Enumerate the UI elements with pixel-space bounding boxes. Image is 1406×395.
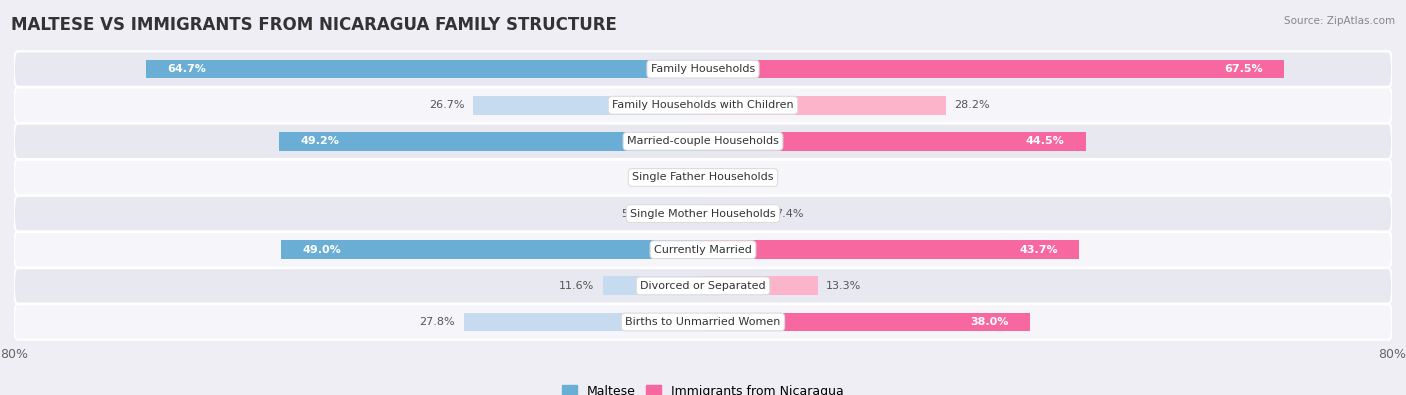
- Bar: [280, 132, 703, 151]
- FancyBboxPatch shape: [14, 232, 1392, 267]
- FancyBboxPatch shape: [14, 88, 1392, 123]
- Bar: [703, 312, 1031, 331]
- Text: Source: ZipAtlas.com: Source: ZipAtlas.com: [1284, 16, 1395, 26]
- Text: 2.0%: 2.0%: [648, 173, 678, 182]
- Bar: [703, 96, 946, 115]
- Text: Single Father Households: Single Father Households: [633, 173, 773, 182]
- Text: MALTESE VS IMMIGRANTS FROM NICARAGUA FAMILY STRUCTURE: MALTESE VS IMMIGRANTS FROM NICARAGUA FAM…: [11, 16, 617, 34]
- FancyBboxPatch shape: [14, 268, 1392, 303]
- Text: Family Households with Children: Family Households with Children: [612, 100, 794, 110]
- Bar: [703, 240, 1080, 259]
- Text: 28.2%: 28.2%: [955, 100, 990, 110]
- Bar: [703, 204, 766, 223]
- FancyBboxPatch shape: [14, 124, 1392, 159]
- Text: 5.2%: 5.2%: [621, 209, 650, 218]
- Text: 27.8%: 27.8%: [419, 317, 456, 327]
- Bar: [686, 168, 703, 187]
- FancyBboxPatch shape: [14, 160, 1392, 195]
- Text: Married-couple Households: Married-couple Households: [627, 136, 779, 146]
- Text: Family Households: Family Households: [651, 64, 755, 74]
- Bar: [472, 96, 703, 115]
- Legend: Maltese, Immigrants from Nicaragua: Maltese, Immigrants from Nicaragua: [557, 380, 849, 395]
- Text: 11.6%: 11.6%: [560, 281, 595, 291]
- FancyBboxPatch shape: [14, 196, 1392, 231]
- Bar: [703, 168, 727, 187]
- Text: 13.3%: 13.3%: [827, 281, 862, 291]
- Bar: [281, 240, 703, 259]
- Bar: [703, 132, 1087, 151]
- Bar: [464, 312, 703, 331]
- Text: 67.5%: 67.5%: [1225, 64, 1263, 74]
- Text: Births to Unmarried Women: Births to Unmarried Women: [626, 317, 780, 327]
- Bar: [703, 60, 1284, 79]
- Text: 38.0%: 38.0%: [970, 317, 1008, 327]
- Text: 43.7%: 43.7%: [1019, 245, 1057, 255]
- Bar: [603, 276, 703, 295]
- Text: 49.2%: 49.2%: [301, 136, 340, 146]
- Bar: [658, 204, 703, 223]
- Text: 64.7%: 64.7%: [167, 64, 207, 74]
- Bar: [703, 276, 817, 295]
- Text: Currently Married: Currently Married: [654, 245, 752, 255]
- Text: 26.7%: 26.7%: [429, 100, 464, 110]
- Text: 2.7%: 2.7%: [735, 173, 763, 182]
- Text: Divorced or Separated: Divorced or Separated: [640, 281, 766, 291]
- Bar: [146, 60, 703, 79]
- Text: 7.4%: 7.4%: [775, 209, 804, 218]
- Text: 44.5%: 44.5%: [1026, 136, 1064, 146]
- FancyBboxPatch shape: [14, 51, 1392, 87]
- Text: Single Mother Households: Single Mother Households: [630, 209, 776, 218]
- Text: 49.0%: 49.0%: [302, 245, 342, 255]
- FancyBboxPatch shape: [14, 304, 1392, 340]
